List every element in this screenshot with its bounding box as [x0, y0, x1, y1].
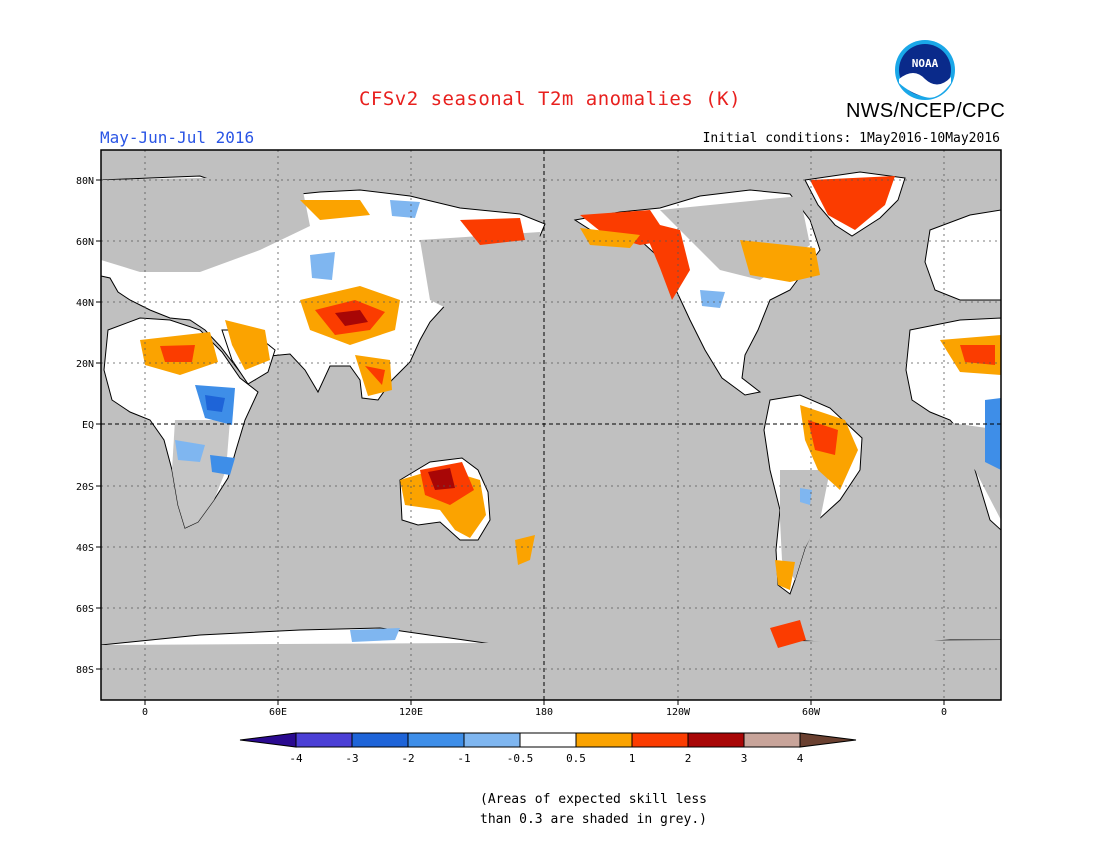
colorbar-segment — [743, 732, 801, 748]
colorbar-label: -1 — [457, 752, 470, 765]
colorbar-segment — [519, 732, 577, 748]
greenland-land — [804, 171, 906, 237]
colorbar-label: -2 — [401, 752, 414, 765]
colorbar-label: 0.5 — [566, 752, 586, 765]
lat-ticks — [96, 179, 101, 670]
agency-label: NWS/NCEP/CPC — [846, 100, 1006, 122]
colorbar-label: -0.5 — [507, 752, 534, 765]
forecast-period: May-Jun-Jul 2016 — [100, 128, 255, 147]
reference-lines — [101, 150, 1001, 700]
warm-anomalies — [140, 176, 1001, 648]
map-frame — [100, 149, 1002, 701]
colorbar-arrow-left — [239, 732, 297, 748]
noaa-logo: NOAA — [895, 40, 955, 100]
lon-ticks — [144, 700, 945, 705]
chart-title: CFSv2 seasonal T2m anomalies (K) — [358, 88, 742, 110]
colorbar-segment — [295, 732, 353, 748]
colorbar — [239, 732, 857, 748]
cool-anomalies — [175, 200, 1001, 642]
colorbar-segment — [631, 732, 689, 748]
lat-label: 40S — [76, 543, 94, 554]
colorbar-label: 1 — [629, 752, 636, 765]
australia-land — [399, 457, 491, 541]
map-gridlines — [101, 150, 1001, 700]
colorbar-segment — [407, 732, 465, 748]
lat-label: 80S — [76, 665, 94, 676]
colorbar-segment — [351, 732, 409, 748]
footnote: (Areas of expected skill less than 0.3 a… — [480, 790, 740, 830]
north-america-land — [573, 189, 821, 396]
lon-label: 0 — [941, 707, 947, 718]
colorbar-label: 4 — [797, 752, 804, 765]
lon-label: 120W — [666, 707, 691, 718]
initial-conditions: Initial conditions: 1May2016-10May2016 — [702, 131, 1000, 146]
lat-label: 60S — [76, 604, 94, 615]
africa-land-east — [905, 317, 1001, 531]
colorbar-arrow-right — [799, 732, 857, 748]
antarctica-land — [101, 627, 1001, 700]
lat-label: 60N — [76, 237, 94, 248]
lon-label: 120E — [399, 707, 423, 718]
low-skill-shading — [101, 176, 1001, 700]
footnote-line-1: (Areas of expected skill less — [480, 792, 707, 807]
lon-label: 0 — [142, 707, 148, 718]
colorbar-labels: -4 -3 -2 -1 -0.5 0.5 1 2 3 4 — [289, 752, 803, 765]
colorbar-label: -4 — [289, 752, 303, 765]
colorbar-label: 2 — [685, 752, 692, 765]
lat-label: 20S — [76, 482, 94, 493]
map-background — [101, 150, 1001, 700]
colorbar-segment — [687, 732, 745, 748]
noaa-logo-text: NOAA — [912, 57, 939, 70]
lat-label: 80N — [76, 176, 94, 187]
colorbar-label: -3 — [345, 752, 358, 765]
lon-label: 60W — [802, 707, 821, 718]
colorbar-segment — [575, 732, 633, 748]
lat-label: EQ — [82, 420, 94, 431]
south-america-land — [763, 394, 863, 595]
colorbar-label: 3 — [741, 752, 748, 765]
africa-land — [103, 317, 259, 529]
europe-land-east — [924, 209, 1001, 301]
colorbar-segment — [463, 732, 521, 748]
lat-label: 20N — [76, 359, 94, 370]
eurasia-land — [101, 175, 546, 401]
arabia-land — [221, 329, 276, 385]
lat-label: 40N — [76, 298, 94, 309]
lon-label: 180 — [535, 707, 553, 718]
landmasses — [101, 171, 1001, 700]
footnote-line-2: than 0.3 are shaded in grey.) — [480, 812, 707, 827]
lon-label: 60E — [269, 707, 287, 718]
